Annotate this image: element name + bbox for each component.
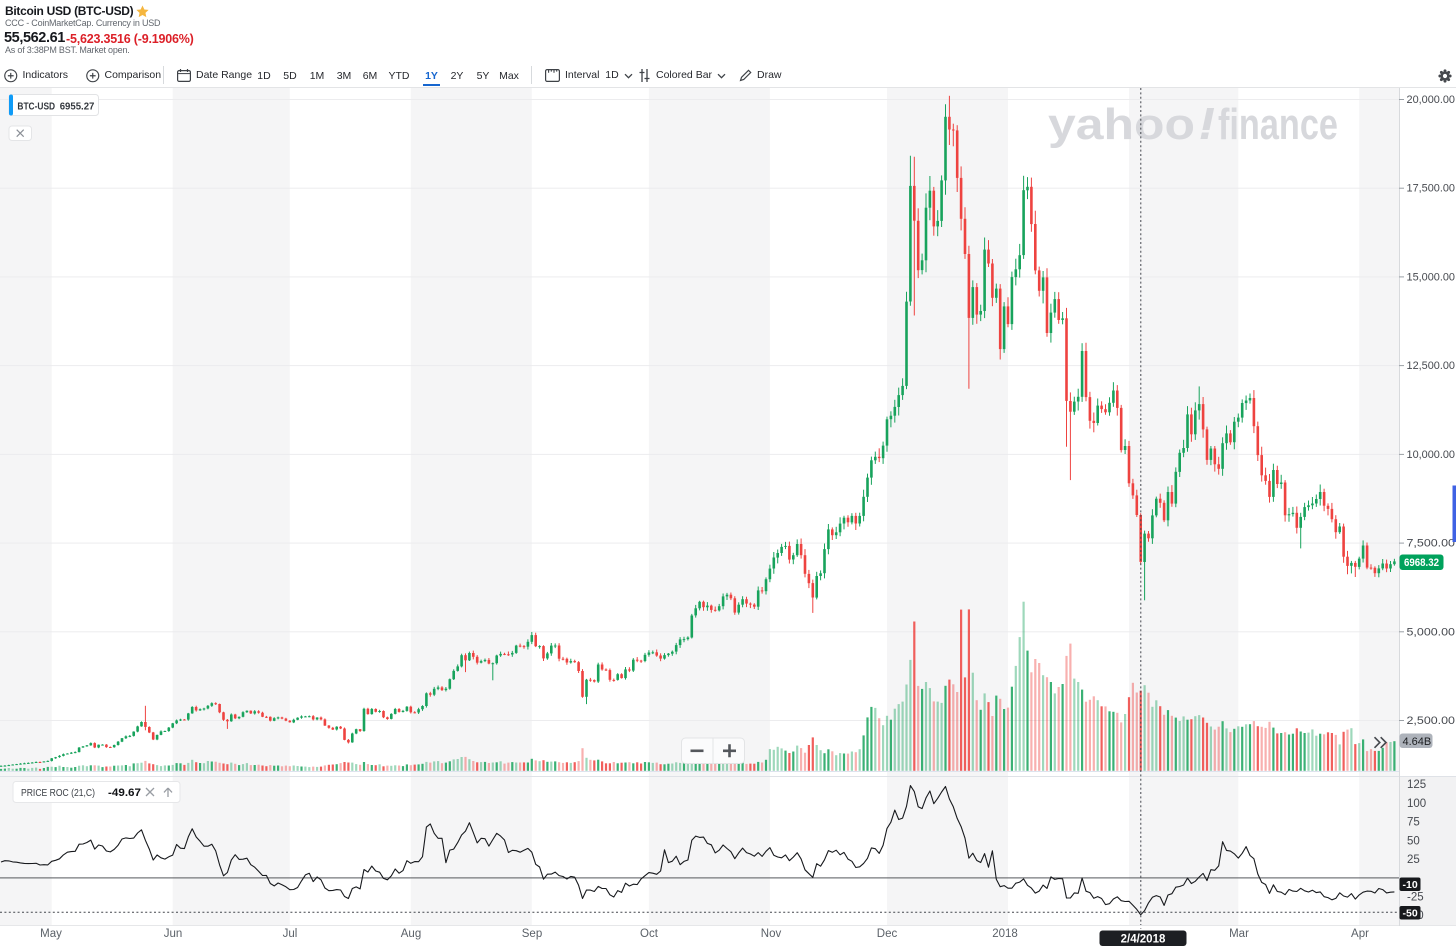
svg-text:2,500.00: 2,500.00 bbox=[1407, 715, 1456, 727]
svg-text:5,000.00: 5,000.00 bbox=[1407, 626, 1456, 638]
svg-text:Sep: Sep bbox=[522, 928, 542, 940]
svg-text:50: 50 bbox=[1407, 835, 1420, 847]
svg-text:75: 75 bbox=[1407, 817, 1420, 829]
svg-text:Oct: Oct bbox=[640, 928, 659, 940]
svg-text:Apr: Apr bbox=[1351, 928, 1369, 940]
svg-text:20,000.00: 20,000.00 bbox=[1407, 94, 1456, 106]
svg-text:25: 25 bbox=[1407, 854, 1420, 866]
svg-text:Mar: Mar bbox=[1229, 928, 1249, 940]
svg-text:BTC-USD: BTC-USD bbox=[17, 101, 55, 112]
svg-text:15,000.00: 15,000.00 bbox=[1407, 271, 1456, 283]
svg-text:Dec: Dec bbox=[877, 928, 898, 940]
svg-text:2018: 2018 bbox=[992, 928, 1018, 940]
svg-text:17,500.00: 17,500.00 bbox=[1407, 183, 1456, 195]
svg-text:Jun: Jun bbox=[164, 928, 183, 940]
svg-text:100: 100 bbox=[1407, 798, 1426, 810]
svg-text:4.64B: 4.64B bbox=[1403, 736, 1432, 748]
svg-text:Aug: Aug bbox=[401, 928, 421, 940]
svg-text:yahoo: yahoo bbox=[1048, 100, 1195, 149]
svg-text:-10: -10 bbox=[1403, 879, 1418, 891]
svg-text:12,500.00: 12,500.00 bbox=[1407, 360, 1456, 372]
svg-text:2/4/2018: 2/4/2018 bbox=[1121, 934, 1166, 946]
svg-text:7,500.00: 7,500.00 bbox=[1407, 538, 1456, 550]
svg-text:Nov: Nov bbox=[761, 928, 782, 940]
svg-text:6955.27: 6955.27 bbox=[60, 101, 95, 112]
svg-text:10,000.00: 10,000.00 bbox=[1407, 449, 1456, 461]
svg-text:Jul: Jul bbox=[283, 928, 298, 940]
svg-text:125: 125 bbox=[1407, 779, 1426, 791]
svg-text:finance: finance bbox=[1218, 100, 1338, 149]
svg-text:-25: -25 bbox=[1407, 891, 1424, 903]
svg-text:May: May bbox=[40, 928, 62, 940]
svg-text:-49.67: -49.67 bbox=[108, 787, 141, 799]
svg-text:6968.32: 6968.32 bbox=[1404, 557, 1439, 569]
svg-text:PRICE ROC (21,C): PRICE ROC (21,C) bbox=[21, 788, 95, 799]
svg-text:-50: -50 bbox=[1403, 908, 1418, 920]
